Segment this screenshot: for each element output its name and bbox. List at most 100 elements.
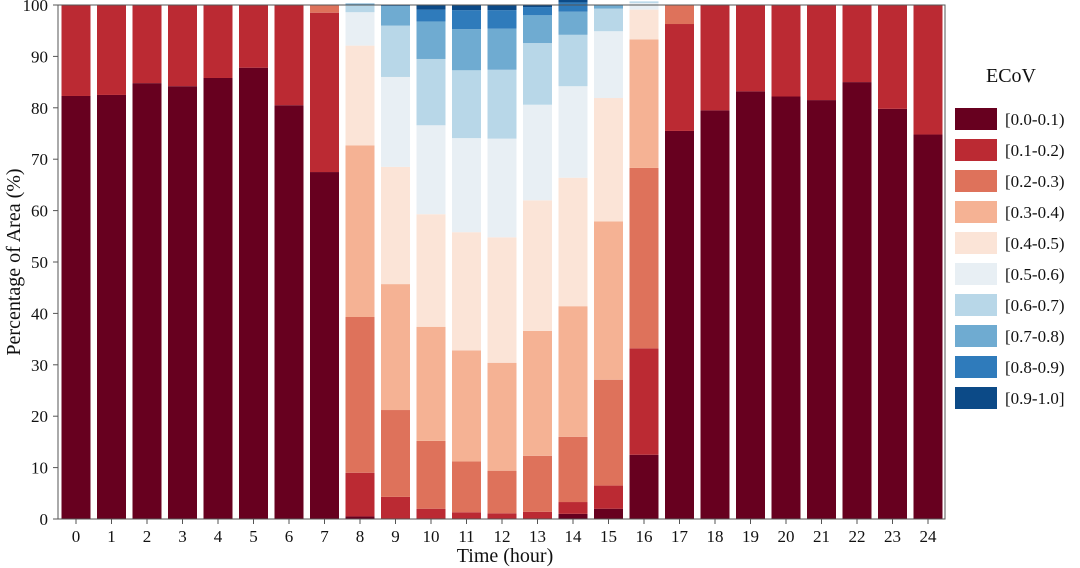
bar-segment <box>558 2 588 12</box>
x-tick-label: 17 <box>671 527 689 546</box>
bar-segment <box>594 8 623 32</box>
y-tick-label: 40 <box>31 304 48 323</box>
legend-swatch <box>955 232 997 254</box>
bar-segment <box>452 232 481 351</box>
y-tick-label: 80 <box>31 99 48 118</box>
bar-stack-24 <box>913 5 943 519</box>
x-tick-label: 18 <box>707 527 724 546</box>
bar-stack-13 <box>523 5 552 519</box>
x-tick-label: 8 <box>356 527 365 546</box>
bars-group <box>61 0 943 520</box>
bar-segment <box>594 31 623 99</box>
bar-segment <box>416 21 446 59</box>
bar-segment <box>452 5 481 11</box>
bar-segment <box>345 145 375 317</box>
bar-stack-22 <box>842 5 872 519</box>
x-tick-label: 7 <box>320 527 329 546</box>
bar-stack-2 <box>132 5 162 519</box>
bar-segment <box>452 350 481 462</box>
bar-segment <box>523 43 552 105</box>
bar-segment <box>274 5 304 106</box>
y-tick-label: 50 <box>31 253 48 272</box>
bar-segment <box>381 410 410 497</box>
bar-segment <box>558 306 588 437</box>
bar-segment <box>523 15 552 44</box>
x-tick-label: 20 <box>778 527 795 546</box>
bar-stack-11 <box>452 5 481 519</box>
bar-segment <box>168 86 197 520</box>
x-tick-label: 9 <box>391 527 400 546</box>
y-tick-label: 60 <box>31 202 48 221</box>
bar-segment <box>558 0 588 3</box>
bar-stack-6 <box>274 5 304 519</box>
legend-label: [0.9-1.0] <box>1005 389 1064 408</box>
y-tick-label: 90 <box>31 47 48 66</box>
bar-segment <box>345 3 375 5</box>
legend-label: [0.8-0.9) <box>1005 358 1064 377</box>
bar-segment <box>168 5 197 87</box>
bar-segment <box>594 508 623 519</box>
bar-segment <box>452 461 481 513</box>
legend-label: [0.1-0.2) <box>1005 141 1064 160</box>
bar-segment <box>558 513 588 519</box>
bar-stack-15 <box>594 5 623 519</box>
bar-segment <box>487 28 517 70</box>
bar-segment <box>452 70 481 139</box>
bar-segment <box>61 5 91 96</box>
bar-segment <box>523 7 552 16</box>
bar-segment <box>274 105 304 519</box>
bar-segment <box>594 485 623 509</box>
bar-stack-1 <box>97 5 126 519</box>
bar-stack-14 <box>558 0 588 519</box>
bar-stack-5 <box>239 5 268 520</box>
bar-segment <box>700 110 730 520</box>
y-tick-label: 70 <box>31 150 48 169</box>
bar-stack-21 <box>807 5 836 519</box>
bar-segment <box>452 138 481 233</box>
bar-segment <box>629 9 659 40</box>
bar-stack-7 <box>310 5 339 520</box>
x-tick-label: 21 <box>813 527 830 546</box>
bar-segment <box>487 470 517 514</box>
bar-segment <box>132 5 162 84</box>
bar-segment <box>594 98 623 222</box>
bar-segment <box>736 91 765 519</box>
y-axis: 0 10 20 30 40 50 60 70 80 90 100 <box>23 0 58 529</box>
bar-stack-0 <box>61 5 91 519</box>
bar-stack-18 <box>700 5 730 520</box>
bar-segment <box>558 502 588 514</box>
x-tick-label: 1 <box>107 527 116 546</box>
bar-segment <box>523 104 552 201</box>
bar-segment <box>416 440 446 509</box>
bar-segment <box>842 82 872 519</box>
bar-segment <box>487 138 517 238</box>
bar-segment <box>487 69 517 139</box>
bar-stack-3 <box>168 5 197 520</box>
x-tick-label: 23 <box>884 527 901 546</box>
legend-swatch <box>955 294 997 316</box>
bar-stack-12 <box>487 5 517 519</box>
bar-segment <box>913 134 943 519</box>
legend-label: [0.5-0.6) <box>1005 265 1064 284</box>
bar-segment <box>203 77 233 520</box>
x-tick-label: 16 <box>636 527 653 546</box>
bar-segment <box>629 39 659 168</box>
y-tick-label: 10 <box>31 459 48 478</box>
bar-segment <box>558 436 588 503</box>
bar-segment <box>523 330 552 456</box>
bar-segment <box>523 5 552 8</box>
bar-segment <box>913 5 943 135</box>
bar-segment <box>381 76 410 167</box>
legend: ECoV [0.0-0.1) [0.1-0.2) [0.2-0.3) [0.3-0.4… <box>955 65 1064 409</box>
bar-segment <box>345 516 375 519</box>
bar-segment <box>594 379 623 486</box>
legend-swatch <box>955 356 997 378</box>
bar-segment <box>807 5 836 101</box>
bar-segment <box>558 177 588 307</box>
bar-stack-4 <box>203 5 233 520</box>
x-tick-label: 19 <box>742 527 759 546</box>
legend-swatch <box>955 108 997 130</box>
bar-segment <box>345 12 375 46</box>
bar-segment <box>381 5 410 7</box>
